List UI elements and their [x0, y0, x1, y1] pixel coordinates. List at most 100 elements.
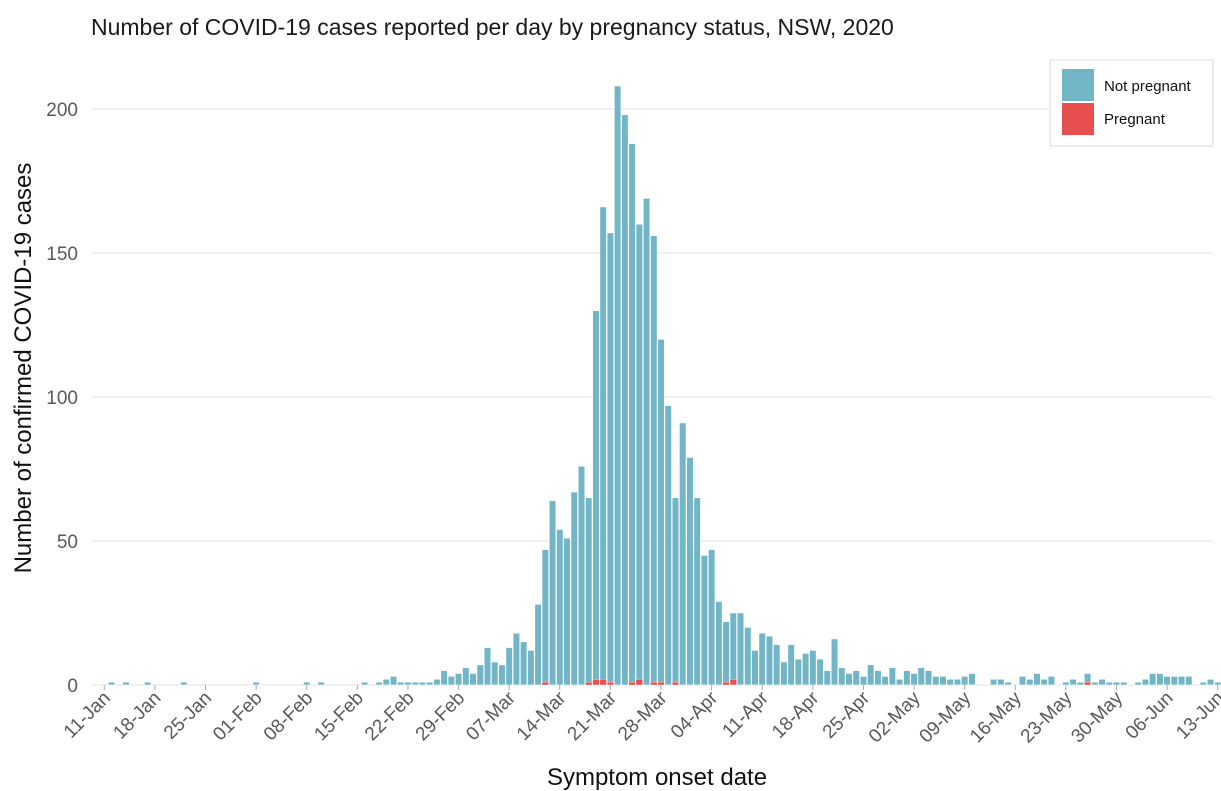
x-tick-label: 16-May [966, 687, 1026, 747]
bar-not-pregnant [989, 678, 998, 686]
bar-not-pregnant [534, 604, 542, 686]
legend-label-pregnant: Pregnant [1104, 111, 1166, 128]
bar-not-pregnant [1076, 681, 1084, 686]
bar-pregnant [671, 681, 679, 686]
bar-not-pregnant [592, 310, 600, 686]
x-tick-label: 23-May [1017, 687, 1077, 747]
x-tick-label: 22-Feb [361, 688, 418, 745]
bar-not-pregnant [787, 644, 795, 686]
bar-not-pregnant [483, 647, 492, 686]
bar-pregnant [650, 681, 658, 686]
bar-not-pregnant [512, 632, 521, 686]
bar-not-pregnant [845, 673, 853, 686]
bar-not-pregnant [498, 664, 506, 686]
bar-not-pregnant [389, 676, 398, 686]
y-tick-label: 0 [67, 676, 78, 697]
bar-not-pregnant [968, 673, 976, 686]
bar-not-pregnant [107, 681, 116, 686]
bar-not-pregnant [874, 670, 882, 686]
bar-not-pregnant [657, 339, 665, 686]
bar-not-pregnant [491, 661, 499, 686]
bar-not-pregnant [606, 232, 614, 686]
bar-not-pregnant [1134, 681, 1142, 686]
bar-not-pregnant [765, 635, 774, 686]
x-tick-label: 01-Feb [209, 688, 266, 745]
bar-not-pregnant [693, 497, 701, 686]
bar-not-pregnant [758, 632, 766, 686]
bar-not-pregnant [1112, 681, 1121, 686]
bar-not-pregnant [888, 667, 896, 686]
bar-pregnant [722, 681, 730, 686]
x-tick-label: 07-Mar [462, 687, 520, 745]
bar-not-pregnant [700, 555, 708, 686]
chart-title: Number of COVID-19 cases reported per da… [91, 14, 894, 40]
x-tick-label: 02-May [865, 687, 925, 747]
bar-not-pregnant [440, 670, 448, 686]
x-tick-label: 25-Jan [160, 688, 216, 744]
bar-not-pregnant [404, 681, 412, 686]
x-tick-label: 13-Jun [1172, 688, 1221, 744]
bar-not-pregnant [946, 678, 954, 686]
bar-not-pregnant [469, 673, 477, 686]
bar-not-pregnant [577, 465, 586, 686]
x-tick-label: 15-Feb [310, 688, 367, 745]
bar-pregnant [1084, 681, 1092, 686]
bar-not-pregnant [852, 670, 860, 686]
x-tick-label: 09-May [916, 687, 976, 747]
bar-not-pregnant [961, 676, 969, 686]
x-tick-label: 21-Mar [564, 687, 622, 745]
bar-not-pregnant [780, 661, 788, 686]
x-axis-title: Symptom onset date [547, 764, 767, 791]
x-tick-label: 28-Mar [614, 687, 672, 745]
x-axis-ticks: 11-Jan18-Jan25-Jan01-Feb08-Feb15-Feb22-F… [60, 685, 1221, 747]
y-axis-title: Number of confirmed COVID-19 cases [10, 163, 37, 574]
bar-not-pregnant [823, 670, 831, 686]
y-axis-ticks: 0 50 100 150 200 [46, 100, 78, 697]
y-tick-label: 200 [46, 100, 78, 121]
bar-not-pregnant [447, 676, 455, 686]
bar-not-pregnant [621, 114, 629, 686]
bar-not-pregnant [802, 653, 810, 686]
bar-not-pregnant [816, 658, 824, 686]
bar-not-pregnant [476, 664, 484, 686]
bar-not-pregnant [1004, 681, 1012, 686]
bar-not-pregnant [1206, 678, 1215, 686]
bar-not-pregnant [729, 612, 737, 686]
bar-pregnant [606, 681, 614, 686]
x-tick-label: 29-Feb [412, 688, 469, 745]
bar-not-pregnant [794, 658, 802, 686]
bar-not-pregnant [614, 85, 622, 686]
bar-not-pregnant [1170, 676, 1178, 686]
bar-not-pregnant [122, 681, 130, 686]
bar-not-pregnant [1214, 681, 1221, 686]
bar-not-pregnant [1141, 678, 1150, 686]
bar-not-pregnant [867, 664, 875, 686]
x-tick-label: 06-Jun [1122, 688, 1178, 744]
bar-pregnant [628, 681, 636, 686]
bar-pregnant [729, 679, 737, 686]
x-tick-label: 08-Feb [260, 688, 317, 745]
bar-not-pregnant [317, 681, 325, 686]
bar-not-pregnant [722, 621, 730, 686]
bar-not-pregnant [1047, 676, 1056, 686]
bar-not-pregnant [910, 673, 918, 686]
legend-swatch-not-pregnant [1062, 69, 1094, 101]
bar-not-pregnant [924, 670, 933, 686]
bar-not-pregnant [303, 681, 311, 686]
bar-not-pregnant [375, 681, 383, 686]
bar-not-pregnant [1062, 681, 1070, 686]
bar-not-pregnant [556, 529, 564, 686]
bar-not-pregnant [548, 500, 557, 686]
bar-not-pregnant [830, 638, 839, 686]
bar-not-pregnant [997, 678, 1005, 686]
bar-not-pregnant [1026, 678, 1034, 686]
legend-label-not-pregnant: Not pregnant [1104, 78, 1192, 95]
bar-not-pregnant [252, 681, 260, 686]
bar-not-pregnant [1040, 678, 1048, 686]
bar-not-pregnant [418, 681, 427, 686]
bar-not-pregnant [180, 681, 188, 686]
bar-not-pregnant [650, 235, 658, 686]
bar-not-pregnant [527, 650, 535, 686]
bar-not-pregnant [679, 422, 687, 686]
